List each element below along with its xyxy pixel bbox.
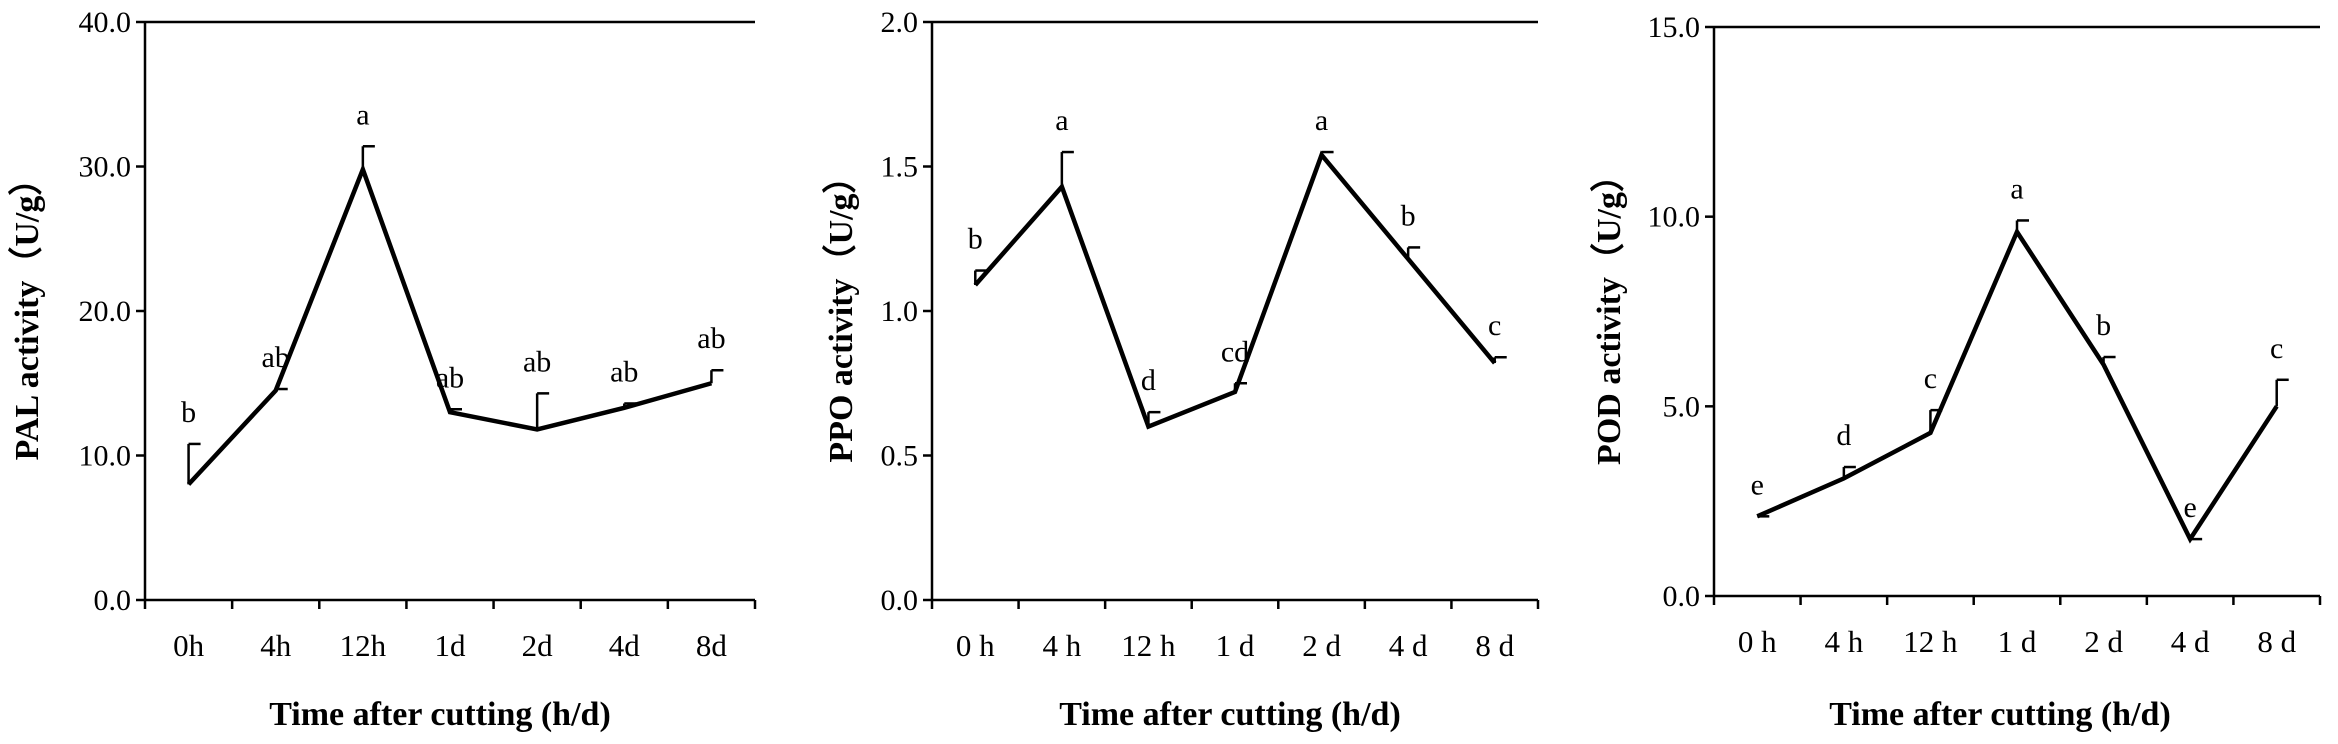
chart-2.y-tick-label-1: 5.0 <box>1663 390 1701 423</box>
chart-2.significance-label-0: e <box>1751 468 1764 501</box>
chart-1.x-axis-title: Time after cutting (h/d) <box>1059 696 1401 733</box>
chart-2.significance-label-3: a <box>2010 172 2023 205</box>
chart-1.x-tick-label-0: 0 h <box>956 628 995 663</box>
chart-2.x-tick-label-3: 1 d <box>1998 624 2037 659</box>
chart-0.x-tick-label-0: 0h <box>173 628 205 663</box>
chart-1.x-tick-label-3: 1 d <box>1216 628 1255 663</box>
chart-1.y-axis-title: PPO activity（U/g） <box>821 159 860 462</box>
chart-2.significance-label-4: b <box>2096 309 2111 342</box>
chart-2.y-tick-label-2: 10.0 <box>1648 201 1701 234</box>
chart-2.x-axis-title: Time after cutting (h/d) <box>1829 696 2171 733</box>
chart-1.x-tick-label-4: 2 d <box>1302 628 1341 663</box>
chart-1.significance-label-4: a <box>1315 104 1328 137</box>
chart-1.y-tick-label-3: 1.5 <box>881 151 919 184</box>
chart-0.x-tick-label-1: 4h <box>260 628 292 663</box>
chart-0.x-tick-label-4: 2d <box>522 628 554 663</box>
chart-0.y-tick-label-3: 30.0 <box>79 151 132 184</box>
chart-0.x-tick-label-2: 12h <box>340 628 387 663</box>
chart-panel-1: 0.0 10.0 20.0 30.0 40.0 0h 4h 12h 1d 2d 4d 8d b ab a ab… <box>7 6 757 733</box>
chart-0.y-tick-label-4: 40.0 <box>79 6 132 39</box>
chart-2.y-tick-label-0: 0.0 <box>1663 580 1701 613</box>
chart-2.x-tick-label-1: 4 h <box>1824 624 1863 659</box>
chart-0.significance-label-5: ab <box>610 355 638 388</box>
chart-2.significance-label-5: e <box>2183 491 2196 524</box>
chart-0.significance-label-3: ab <box>436 361 464 394</box>
chart-1.significance-label-3: cd <box>1221 335 1249 368</box>
chart-0.x-tick-label-5: 4d <box>609 628 641 663</box>
chart-0.y-tick-label-2: 20.0 <box>79 295 132 328</box>
chart-2.significance-label-2: c <box>1924 362 1937 395</box>
chart-1.significance-label-5: b <box>1401 199 1416 232</box>
chart-0.x-tick-label-6: 8d <box>696 628 728 663</box>
chart-0.x-axis-title: Time after cutting (h/d) <box>269 696 611 733</box>
chart-1.x-tick-label-1: 4 h <box>1042 628 1081 663</box>
chart-1.x-tick-label-6: 8 d <box>1475 628 1514 663</box>
chart-panel-3: 0.0 5.0 10.0 15.0 0 h 4 h 12 h 1 d 2 d 4 d 8 d e d c a… <box>1589 11 2322 733</box>
chart-1.y-tick-label-0: 0.0 <box>881 584 919 617</box>
chart-0.significance-label-0: b <box>181 396 196 429</box>
chart-2.significance-label-1: d <box>1836 419 1851 452</box>
chart-0.y-tick-label-1: 10.0 <box>79 440 132 473</box>
chart-2.y-axis-title: POD activity（U/g） <box>1589 158 1628 465</box>
chart-2.x-tick-label-5: 4 d <box>2171 624 2210 659</box>
chart-1.x-tick-label-5: 4 d <box>1389 628 1428 663</box>
chart-2.y-tick-label-3: 15.0 <box>1648 11 1701 44</box>
chart-2.x-tick-label-4: 2 d <box>2084 624 2123 659</box>
chart-1.significance-label-2: d <box>1141 364 1156 397</box>
chart-0.significance-label-2: a <box>356 98 369 131</box>
chart-2.x-tick-label-2: 12 h <box>1903 624 1958 659</box>
chart-0.y-axis-title: PAL activity（U/g） <box>7 162 46 461</box>
chart-1.y-tick-label-1: 0.5 <box>881 440 919 473</box>
chart-0.significance-label-4: ab <box>523 345 551 378</box>
chart-0.significance-label-1: ab <box>262 341 290 374</box>
chart-1.significance-label-1: a <box>1055 104 1068 137</box>
chart-2.x-tick-label-6: 8 d <box>2257 624 2296 659</box>
chart-2.significance-label-6: c <box>2270 332 2283 365</box>
chart-1.series-line <box>973 150 1497 430</box>
chart-0.series-line <box>186 163 713 486</box>
chart-0.y-tick-label-0: 0.0 <box>94 584 132 617</box>
chart-1.x-tick-label-2: 12 h <box>1121 628 1176 663</box>
chart-0.significance-label-6: ab <box>697 322 725 355</box>
chart-1.significance-label-0: b <box>968 223 983 256</box>
chart-2.series-line <box>1756 227 2279 544</box>
chart-1.y-tick-label-2: 1.0 <box>881 295 919 328</box>
chart-0.x-tick-label-3: 1d <box>435 628 467 663</box>
chart-1.y-tick-label-4: 2.0 <box>881 6 919 39</box>
chart-2.x-tick-label-0: 0 h <box>1738 624 1777 659</box>
chart-panel-2: 0.0 0.5 1.0 1.5 2.0 0 h 4 h 12 h 1 d 2 d 4 d 8 d b a d… <box>821 6 1540 733</box>
chart-1.significance-label-6: c <box>1488 309 1501 342</box>
